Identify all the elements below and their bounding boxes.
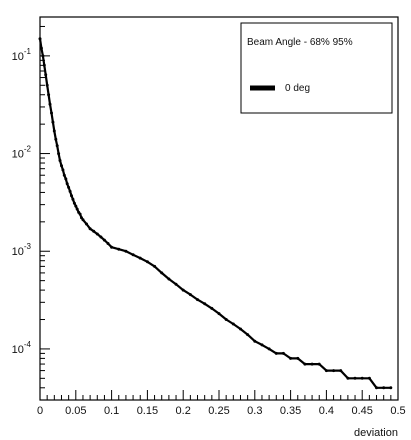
x-axis-ticks: 0 0.05 0.1 0.15 0.2 0.25 0.3 0.35 0.4 0.45 0.5 xyxy=(37,390,406,417)
series-point xyxy=(38,37,42,41)
series-point xyxy=(289,356,293,360)
series-point xyxy=(332,369,336,373)
series-point xyxy=(296,356,300,360)
series-point xyxy=(39,46,43,50)
series-point xyxy=(181,288,185,292)
series-point xyxy=(50,111,53,115)
series-point xyxy=(71,197,75,201)
series-point xyxy=(45,83,49,87)
series-point xyxy=(174,282,178,286)
series-point xyxy=(95,232,99,236)
x-tick-label: 0.1 xyxy=(104,405,119,417)
series-point xyxy=(72,201,76,205)
series-point xyxy=(196,298,199,302)
series-point xyxy=(106,242,110,245)
x-tick-label: 0.25 xyxy=(208,405,229,417)
series-point xyxy=(210,306,214,310)
series-point xyxy=(382,386,386,390)
series-point xyxy=(153,264,157,268)
series-point xyxy=(92,229,96,233)
series-point xyxy=(346,376,350,380)
legend: Beam Angle - 68% 95% 0 deg xyxy=(240,22,393,114)
series-point xyxy=(61,168,65,172)
series-point xyxy=(253,339,257,343)
series-point xyxy=(224,318,228,321)
series-point xyxy=(167,277,171,281)
series-point xyxy=(239,327,242,331)
series-point xyxy=(48,102,52,106)
series-point xyxy=(203,302,207,306)
series-point xyxy=(57,152,61,156)
series-point xyxy=(353,376,357,380)
series-point xyxy=(68,189,72,193)
series-point xyxy=(124,249,128,253)
series-point xyxy=(55,144,59,148)
series-point xyxy=(160,271,164,275)
series-point xyxy=(367,376,371,380)
x-tick-label: 0.2 xyxy=(176,405,191,417)
series-point xyxy=(274,351,278,355)
series-point xyxy=(324,369,328,373)
series-point xyxy=(217,312,221,316)
series-point xyxy=(60,164,63,168)
series-point xyxy=(231,322,235,326)
series-point xyxy=(75,207,79,211)
x-axis-title: deviation xyxy=(354,427,398,439)
series-point xyxy=(44,73,48,77)
legend-header: Beam Angle - 68% 95% xyxy=(247,37,353,48)
series-point xyxy=(188,293,192,297)
series-point xyxy=(64,177,68,181)
x-tick-label: 0.05 xyxy=(65,405,86,417)
series-point xyxy=(54,137,58,141)
x-tick-label: 0.5 xyxy=(390,405,405,417)
series-point xyxy=(389,386,393,390)
x-tick-label: 0.35 xyxy=(280,405,301,417)
series-point xyxy=(99,235,103,239)
series-layer xyxy=(38,37,393,390)
legend-box xyxy=(240,22,393,114)
legend-entry-label: 0 deg xyxy=(285,83,310,94)
series-point xyxy=(246,333,250,337)
series-point xyxy=(78,212,82,216)
y-tick-label: 10-4 xyxy=(12,340,32,356)
series-point xyxy=(62,173,66,177)
series-point xyxy=(267,347,271,351)
y-tick-label: 10-1 xyxy=(12,47,32,63)
series-point xyxy=(58,159,62,162)
series-point xyxy=(117,247,121,251)
series-point xyxy=(260,343,264,347)
series-point xyxy=(131,253,135,257)
series-point xyxy=(85,222,88,226)
series-point xyxy=(47,93,51,97)
series-point xyxy=(65,182,69,186)
series-point xyxy=(375,386,378,390)
series-point xyxy=(102,238,106,242)
x-tick-label: 0 xyxy=(37,405,43,417)
y-tick-label: 10-2 xyxy=(12,145,32,161)
x-tick-label: 0.15 xyxy=(137,405,158,417)
series-point xyxy=(52,129,56,133)
series-point xyxy=(145,260,149,264)
series-point xyxy=(74,204,78,208)
series-point xyxy=(81,218,85,222)
series-point xyxy=(88,227,92,231)
series-point xyxy=(67,185,71,189)
series-point xyxy=(51,120,55,124)
series-point xyxy=(317,362,321,366)
series-point xyxy=(310,362,314,366)
series-point xyxy=(110,245,114,249)
y-tick-label: 10-3 xyxy=(12,242,32,258)
x-tick-label: 0.45 xyxy=(351,405,372,417)
y-axis-ticks: 10-4 10-3 10-2 10-1 xyxy=(12,25,50,401)
series-point xyxy=(70,194,73,198)
series-point xyxy=(303,362,307,366)
series-point xyxy=(339,369,343,373)
x-tick-label: 0.3 xyxy=(247,405,262,417)
series-point xyxy=(138,256,142,260)
x-tick-label: 0.4 xyxy=(319,405,334,417)
series-point xyxy=(281,351,285,355)
series-point xyxy=(360,376,364,380)
